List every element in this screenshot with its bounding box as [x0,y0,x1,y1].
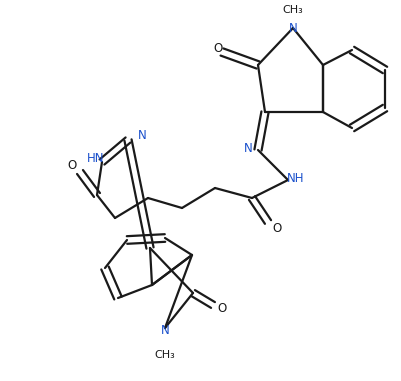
Text: NH: NH [287,171,304,184]
Text: N: N [288,21,297,35]
Text: O: O [213,42,222,54]
Text: N: N [137,128,146,141]
Text: O: O [217,301,226,314]
Text: N: N [243,141,252,155]
Text: CH₃: CH₃ [282,5,303,15]
Text: HN: HN [87,152,105,165]
Text: O: O [272,221,281,234]
Text: CH₃: CH₃ [154,350,175,360]
Text: N: N [160,323,169,336]
Text: O: O [67,158,77,171]
